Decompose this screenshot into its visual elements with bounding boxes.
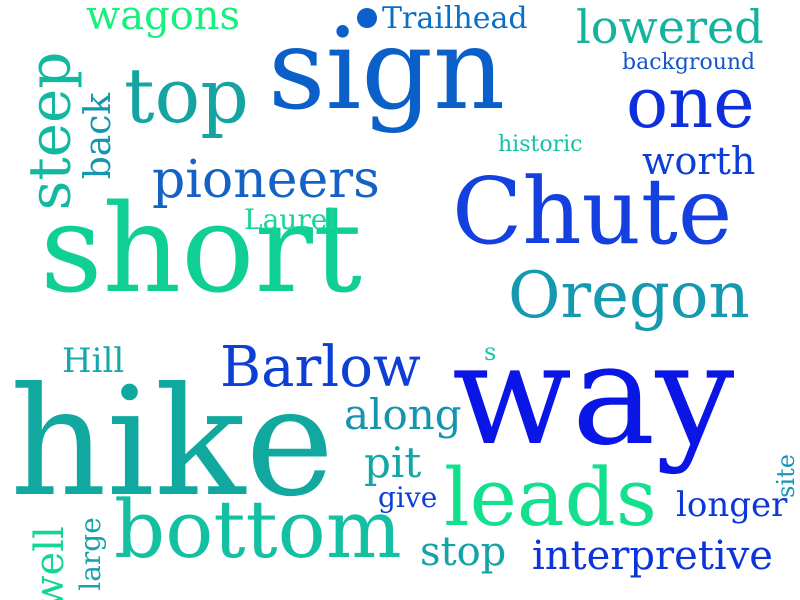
word-historic: historic	[498, 132, 583, 157]
word-short: short	[40, 178, 362, 320]
word-site: site	[771, 454, 800, 498]
word-back: back	[78, 92, 120, 180]
word-along: along	[344, 390, 462, 439]
word-background: background	[622, 50, 756, 75]
word-s: s	[484, 338, 497, 366]
word-longer: longer	[676, 485, 788, 525]
word-leads: leads	[444, 451, 657, 544]
word-trailhead: Trailhead	[382, 1, 528, 36]
word-stop: stop	[420, 529, 507, 575]
word-one: one	[626, 62, 755, 144]
word-well: well	[26, 526, 73, 600]
word-pioneers: pioneers	[152, 150, 380, 210]
word-laurel: Laurel	[244, 203, 337, 236]
word-bottom: bottom	[114, 483, 402, 576]
word-large: large	[73, 517, 107, 591]
word-barlow: Barlow	[220, 335, 421, 400]
word-chute: Chute	[452, 158, 733, 265]
word-hill: Hill	[62, 341, 125, 381]
word-interpretive: interpretive	[532, 533, 773, 579]
word-way: way	[452, 314, 735, 477]
word-give: give	[378, 481, 438, 514]
word-top: top	[124, 51, 249, 140]
word-oregon: Oregon	[508, 259, 750, 333]
word-lowered: lowered	[576, 0, 764, 54]
word-hike: hike	[10, 356, 335, 530]
word-wagons: wagons	[86, 0, 241, 39]
bullet-dot	[357, 8, 377, 28]
word-pit: pit	[364, 438, 422, 487]
word-sign: sign	[268, 5, 506, 135]
word-worth: worth	[642, 139, 756, 183]
word-steep: steep	[15, 51, 84, 211]
